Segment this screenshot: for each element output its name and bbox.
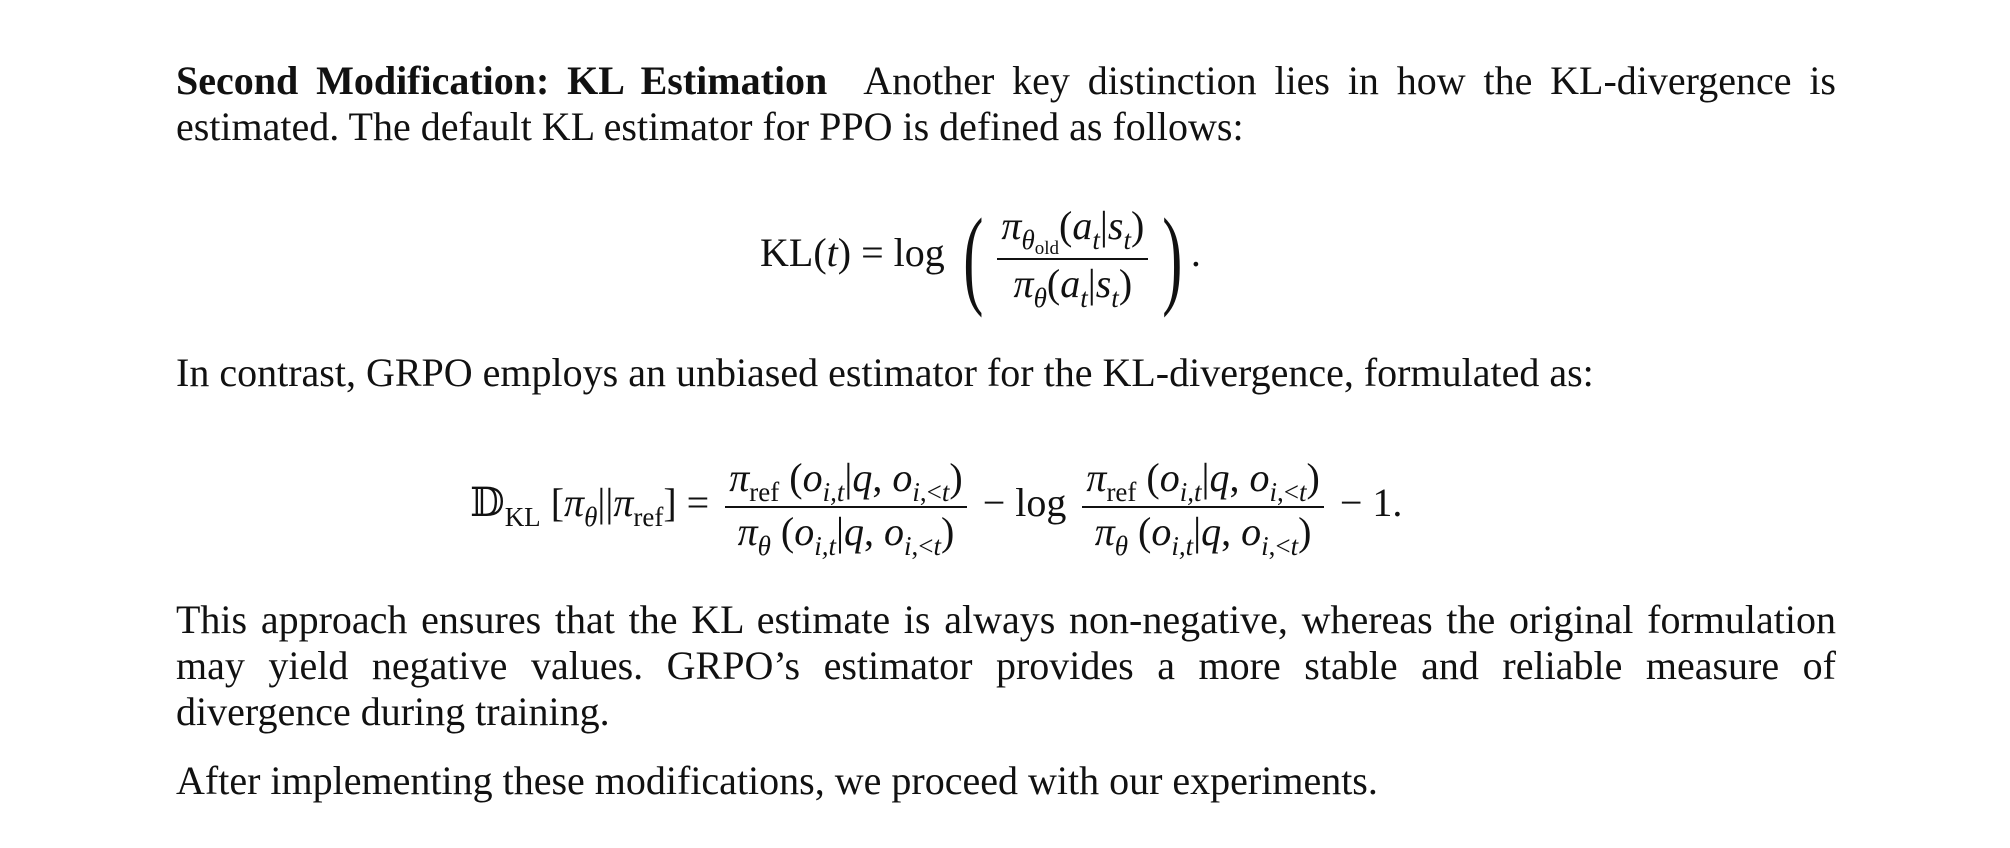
- paragraph-grpo-contrast: In contrast, GRPO employs an unbiased es…: [176, 350, 1594, 395]
- paragraph-kl-estimation: Second Modification: KL Estimation Anothe…: [176, 58, 1836, 150]
- equation-period: .: [1190, 230, 1201, 276]
- section-heading: Second Modification: KL Estimation: [176, 58, 828, 103]
- right-paren: ): [1162, 196, 1183, 318]
- paragraph-non-negative: This approach ensures that the KL estima…: [176, 597, 1836, 734]
- fraction-numerator: πθold(at|st): [997, 204, 1149, 260]
- equation-fraction-2: πref (oi,t|q, oi,<t) πθ (oi,t|q, oi,<t): [1082, 456, 1324, 562]
- equation-fraction-1: πref (oi,t|q, oi,<t) πθ (oi,t|q, oi,<t): [725, 456, 967, 562]
- equation-lhs: 𝔻KL [πθ||πref] =: [470, 480, 710, 533]
- left-paren: (: [963, 196, 984, 318]
- equation-tail: − 1.: [1339, 480, 1403, 526]
- equation-minus-log: − log: [982, 480, 1067, 526]
- fraction-numerator: πref (oi,t|q, oi,<t): [1082, 456, 1324, 508]
- paragraph-text: Another key distinction lies in how the …: [176, 58, 1837, 149]
- fraction-numerator: πref (oi,t|q, oi,<t): [725, 456, 967, 508]
- fraction-denominator: πθ (oi,t|q, oi,<t): [737, 509, 955, 562]
- equation-fraction: πθold(at|st) πθ(at|st): [997, 204, 1149, 314]
- equation-lhs: KL(t) = log: [760, 230, 945, 276]
- fraction-denominator: πθ(at|st): [1013, 261, 1133, 314]
- equation-grpo-kl: 𝔻KL [πθ||πref] = πref (oi,t|q, oi,<t) πθ…: [470, 456, 1403, 562]
- fraction-denominator: πθ (oi,t|q, oi,<t): [1094, 509, 1312, 562]
- paragraph-experiments: After implementing these modifications, …: [176, 758, 1378, 803]
- equation-ppo-kl: KL(t) = log ( πθold(at|st) πθ(at|st) ).: [760, 196, 1201, 318]
